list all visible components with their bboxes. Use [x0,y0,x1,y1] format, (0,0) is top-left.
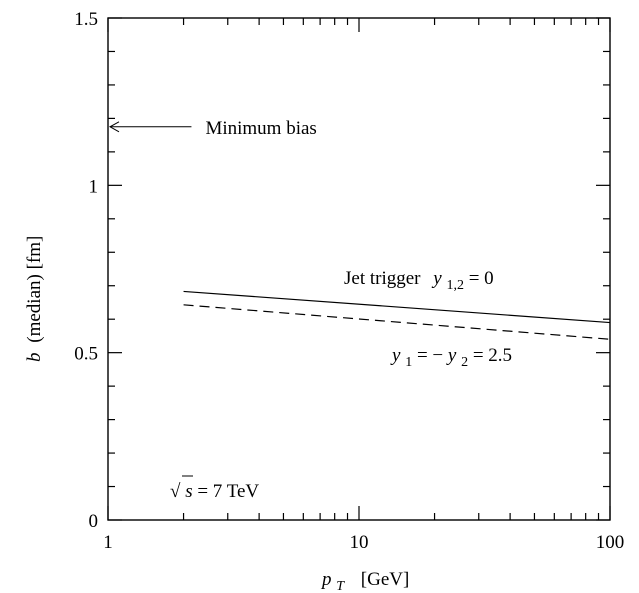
y-tick-label: 1.5 [74,9,98,30]
series-group [183,290,611,340]
y-tick-label: 0.5 [74,344,98,365]
y-axis-label-var: b [24,353,45,363]
x-tick-label: 100 [596,532,625,553]
series-2-label-var2: y [446,345,457,366]
series-1-label-sub: 1,2 [446,278,464,293]
x-tick-label: 1 [103,532,113,553]
series-2-label-rest: = 2.5 [473,345,512,366]
series-1-label: Jet trigger y 1,2 = 0 [344,268,494,294]
energy-var: s [185,481,192,502]
y-tick-label: 0 [89,511,99,532]
y-axis-label: b (median) [fm] [24,236,45,362]
x-axis-label-unit: [GeV] [361,569,410,590]
axis-tick-labels: 1 10 100 0 0.5 1 1.5 [74,9,624,553]
x-tick-label: 10 [350,532,369,553]
series-line-2 [183,304,611,340]
energy-annotation: √ s = 7 TeV [170,475,259,502]
minimum-bias-label: Minimum bias [205,118,316,139]
series-1-label-prefix: Jet trigger [344,268,421,289]
energy-label: √ s = 7 TeV [170,481,259,502]
x-axis-label-var: p [320,569,332,590]
sqrt-symbol: √ [170,481,181,502]
series-line-1 [183,290,611,324]
series-1-label-rest: = 0 [469,268,494,289]
series-2-label-sub2: 2 [461,355,468,370]
energy-rest: = 7 TeV [197,481,259,502]
x-axis-label-sub: T [336,579,345,593]
y-axis-label-rest: (median) [fm] [24,236,45,343]
minimum-bias-annotation: Minimum bias [108,118,317,139]
series-2-label-mid: = − [417,345,443,366]
y-tick-label: 1 [89,176,99,197]
series-1-label-var: y [431,268,442,289]
series-2-label: y 1 = − y 2 = 2.5 [390,345,512,371]
x-axis-label: p T [GeV] [320,569,409,593]
series-2-label-sub1: 1 [405,355,412,370]
axis-ticks [107,17,611,521]
series-2-label-var1: y [390,345,401,366]
minimum-bias-arrowhead [108,121,120,133]
